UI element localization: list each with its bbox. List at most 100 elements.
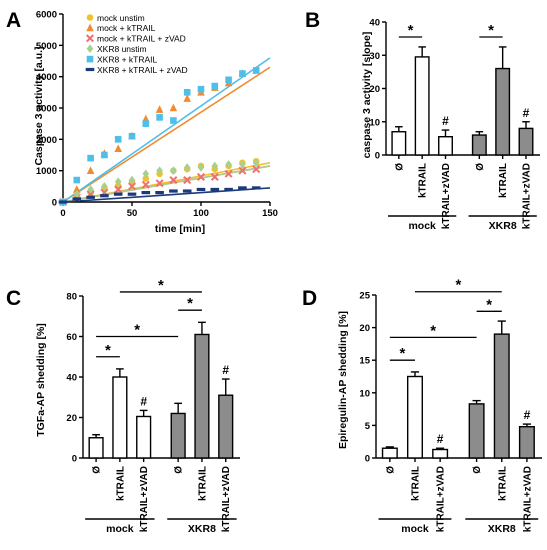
panel-a-data-point [86, 166, 95, 174]
panel-a-data-point [238, 166, 247, 175]
panel-a-data-point [210, 172, 219, 181]
panel-a-data-point [142, 175, 150, 182]
panel-a-y-tick-label: 5000 [36, 41, 57, 52]
panel-label-a: A [6, 9, 21, 32]
panel-a-data-point [101, 182, 108, 191]
panel-b-y-tick-label: 40 [369, 18, 380, 29]
panel-b-hash-mark: # [442, 114, 449, 128]
panel-a-data-point [155, 105, 164, 113]
panel-d-significance-star: * [399, 345, 405, 362]
panel-a-legend-label: XKR8 + kTRAIL + zVAD [97, 65, 188, 75]
panel-a-data-point [210, 187, 220, 192]
panel-a-data-point [86, 195, 95, 199]
panel-a-data-point [183, 163, 191, 172]
panel-c-y-tick-label: 80 [66, 292, 77, 303]
panel-d-y-tick-label: 5 [365, 421, 371, 432]
panel-a-data-point [87, 154, 94, 162]
panel-b-bar [391, 131, 407, 156]
panel-a-legend-label: XKR8 unstim [97, 44, 147, 54]
panel-c-significance-star: * [187, 295, 193, 312]
panel-d-y-tick-label: 25 [359, 291, 370, 302]
panel-a-data-point [183, 94, 191, 102]
panel-a-data-point [224, 169, 233, 178]
panel-a-data-point [113, 192, 123, 196]
panel-c-significance-star: * [105, 342, 111, 359]
panel-a-fit-line [62, 165, 271, 203]
panel-a-data-point [252, 158, 260, 168]
panel-c-x-tick-label: kTRAIL [197, 466, 208, 501]
panel-b-y-tick-label: 30 [369, 51, 380, 62]
panel-b-bar [518, 127, 534, 156]
panel-c-bar [170, 412, 186, 459]
panel-a-data-point [141, 191, 151, 195]
panel-a-data-point [155, 179, 164, 188]
panel-c-x-tick-label: kTRAIL [115, 466, 126, 501]
panel-c-significance-star: * [134, 322, 140, 339]
panel-a-ylabel: Caspase 3 activity [a.u.] [33, 46, 45, 165]
panel-a-data-point [251, 186, 261, 190]
panel-a-legend-label: mock unstim [97, 13, 145, 23]
panel-b-bar [438, 136, 453, 156]
panel-a-data-point [196, 172, 206, 181]
panel-a-data-point [170, 117, 177, 124]
panel-a-data-point [127, 192, 137, 196]
panel-a-data-point [156, 166, 163, 175]
panel-a-data-point [114, 136, 122, 143]
panel-a-data-point [239, 70, 246, 77]
panel-c-significance-star: * [158, 277, 164, 294]
panel-c-y-tick-label: 60 [66, 332, 77, 343]
panel-a-data-point [239, 160, 246, 169]
panel-a-data-point [224, 187, 233, 192]
panel-a-data-point [155, 191, 164, 195]
panel-a-x-tick-label: 150 [262, 208, 278, 219]
panel-a-data-point [127, 182, 137, 191]
panel-d-significance-star: * [486, 296, 492, 313]
panel-d-x-tick-label: kTRAIL+zVAD [522, 466, 533, 532]
panel-a-y-tick-label: 3000 [36, 104, 57, 115]
panel-a-data-point [114, 144, 122, 153]
panel-d-significance-star: * [430, 322, 436, 339]
panel-c-y-tick-label: 0 [72, 454, 77, 465]
panel-a-y-tick-label: 0 [52, 198, 57, 209]
panel-d-bar [493, 333, 510, 459]
panel-c-hash-mark: # [222, 363, 229, 377]
panel-a-legend-marker [86, 55, 94, 63]
panel-a-data-point [169, 103, 178, 112]
panel-a-data-point [141, 180, 150, 189]
panel-d-group-label: mock [401, 523, 429, 535]
panel-a-data-point [72, 197, 82, 201]
panel-a-legend-marker [86, 14, 94, 21]
panel-d-bar [381, 447, 398, 459]
panel-b-y-tick-label: 20 [369, 84, 380, 95]
panel-d-bar [406, 375, 423, 459]
panel-a-y-tick-label: 1000 [36, 166, 57, 177]
panel-c-group-label: mock [106, 523, 134, 535]
panel-a-data-point [114, 185, 123, 194]
panel-a-data-point [183, 89, 191, 96]
panel-b-group-label: XKR8 [489, 220, 517, 232]
panel-d-x-tick-label: Ø [385, 466, 396, 474]
panel-c-bar [194, 333, 210, 459]
panel-a-legend-label: XKR8 + kTRAIL [97, 54, 158, 64]
panel-b-bar [414, 56, 430, 156]
panel-a-data-point [197, 85, 205, 93]
panel-a-data-point [156, 114, 163, 121]
panel-a-data-point [183, 176, 192, 185]
panel-b-x-tick-label: kTRAIL [498, 163, 509, 198]
panel-d-x-tick-label: Ø [472, 466, 483, 474]
panel-c-bar [218, 394, 234, 459]
panel-a-data-point [100, 194, 109, 198]
panel-c-group-label: XKR8 [188, 523, 216, 535]
panel-a-legend-marker [85, 67, 95, 72]
panel-label-b: B [305, 9, 320, 32]
panel-d-group-label: XKR8 [488, 523, 516, 535]
panel-d-bar [468, 403, 485, 459]
panel-b-significance-star: * [488, 22, 494, 39]
panel-b-ylabel: caspase 3 activity [slope] [361, 32, 373, 159]
panel-a-data-point [225, 76, 232, 84]
panel-d-x-tick-label: kTRAIL [410, 466, 421, 501]
panel-b-x-tick-label: kTRAIL [418, 163, 429, 198]
panel-a-data-point [197, 163, 205, 172]
